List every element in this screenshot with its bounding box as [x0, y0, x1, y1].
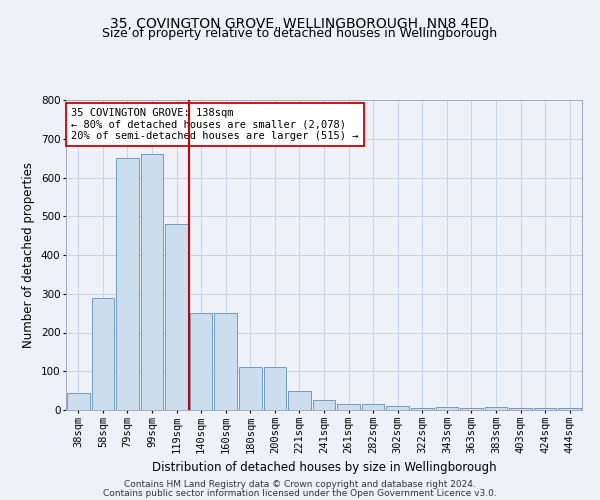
Bar [214, 313, 237, 410]
Bar [140, 154, 163, 410]
Bar [165, 224, 188, 410]
Y-axis label: Number of detached properties: Number of detached properties [22, 162, 35, 348]
X-axis label: Distribution of detached houses by size in Wellingborough: Distribution of detached houses by size … [152, 462, 496, 474]
Bar [509, 408, 532, 410]
Text: 35, COVINGTON GROVE, WELLINGBOROUGH, NN8 4ED: 35, COVINGTON GROVE, WELLINGBOROUGH, NN8… [110, 18, 490, 32]
Bar [239, 368, 262, 410]
Bar [411, 408, 434, 410]
Bar [67, 392, 89, 410]
Text: Size of property relative to detached houses in Wellingborough: Size of property relative to detached ho… [103, 28, 497, 40]
Bar [288, 390, 311, 410]
Bar [362, 404, 385, 410]
Bar [534, 408, 556, 410]
Text: Contains HM Land Registry data © Crown copyright and database right 2024.: Contains HM Land Registry data © Crown c… [124, 480, 476, 489]
Text: 35 COVINGTON GROVE: 138sqm
← 80% of detached houses are smaller (2,078)
20% of s: 35 COVINGTON GROVE: 138sqm ← 80% of deta… [71, 108, 359, 141]
Text: Contains public sector information licensed under the Open Government Licence v3: Contains public sector information licen… [103, 489, 497, 498]
Bar [485, 407, 508, 410]
Bar [313, 400, 335, 410]
Bar [460, 408, 483, 410]
Bar [116, 158, 139, 410]
Bar [386, 406, 409, 410]
Bar [559, 408, 581, 410]
Bar [263, 368, 286, 410]
Bar [337, 404, 360, 410]
Bar [92, 298, 114, 410]
Bar [190, 313, 212, 410]
Bar [436, 407, 458, 410]
